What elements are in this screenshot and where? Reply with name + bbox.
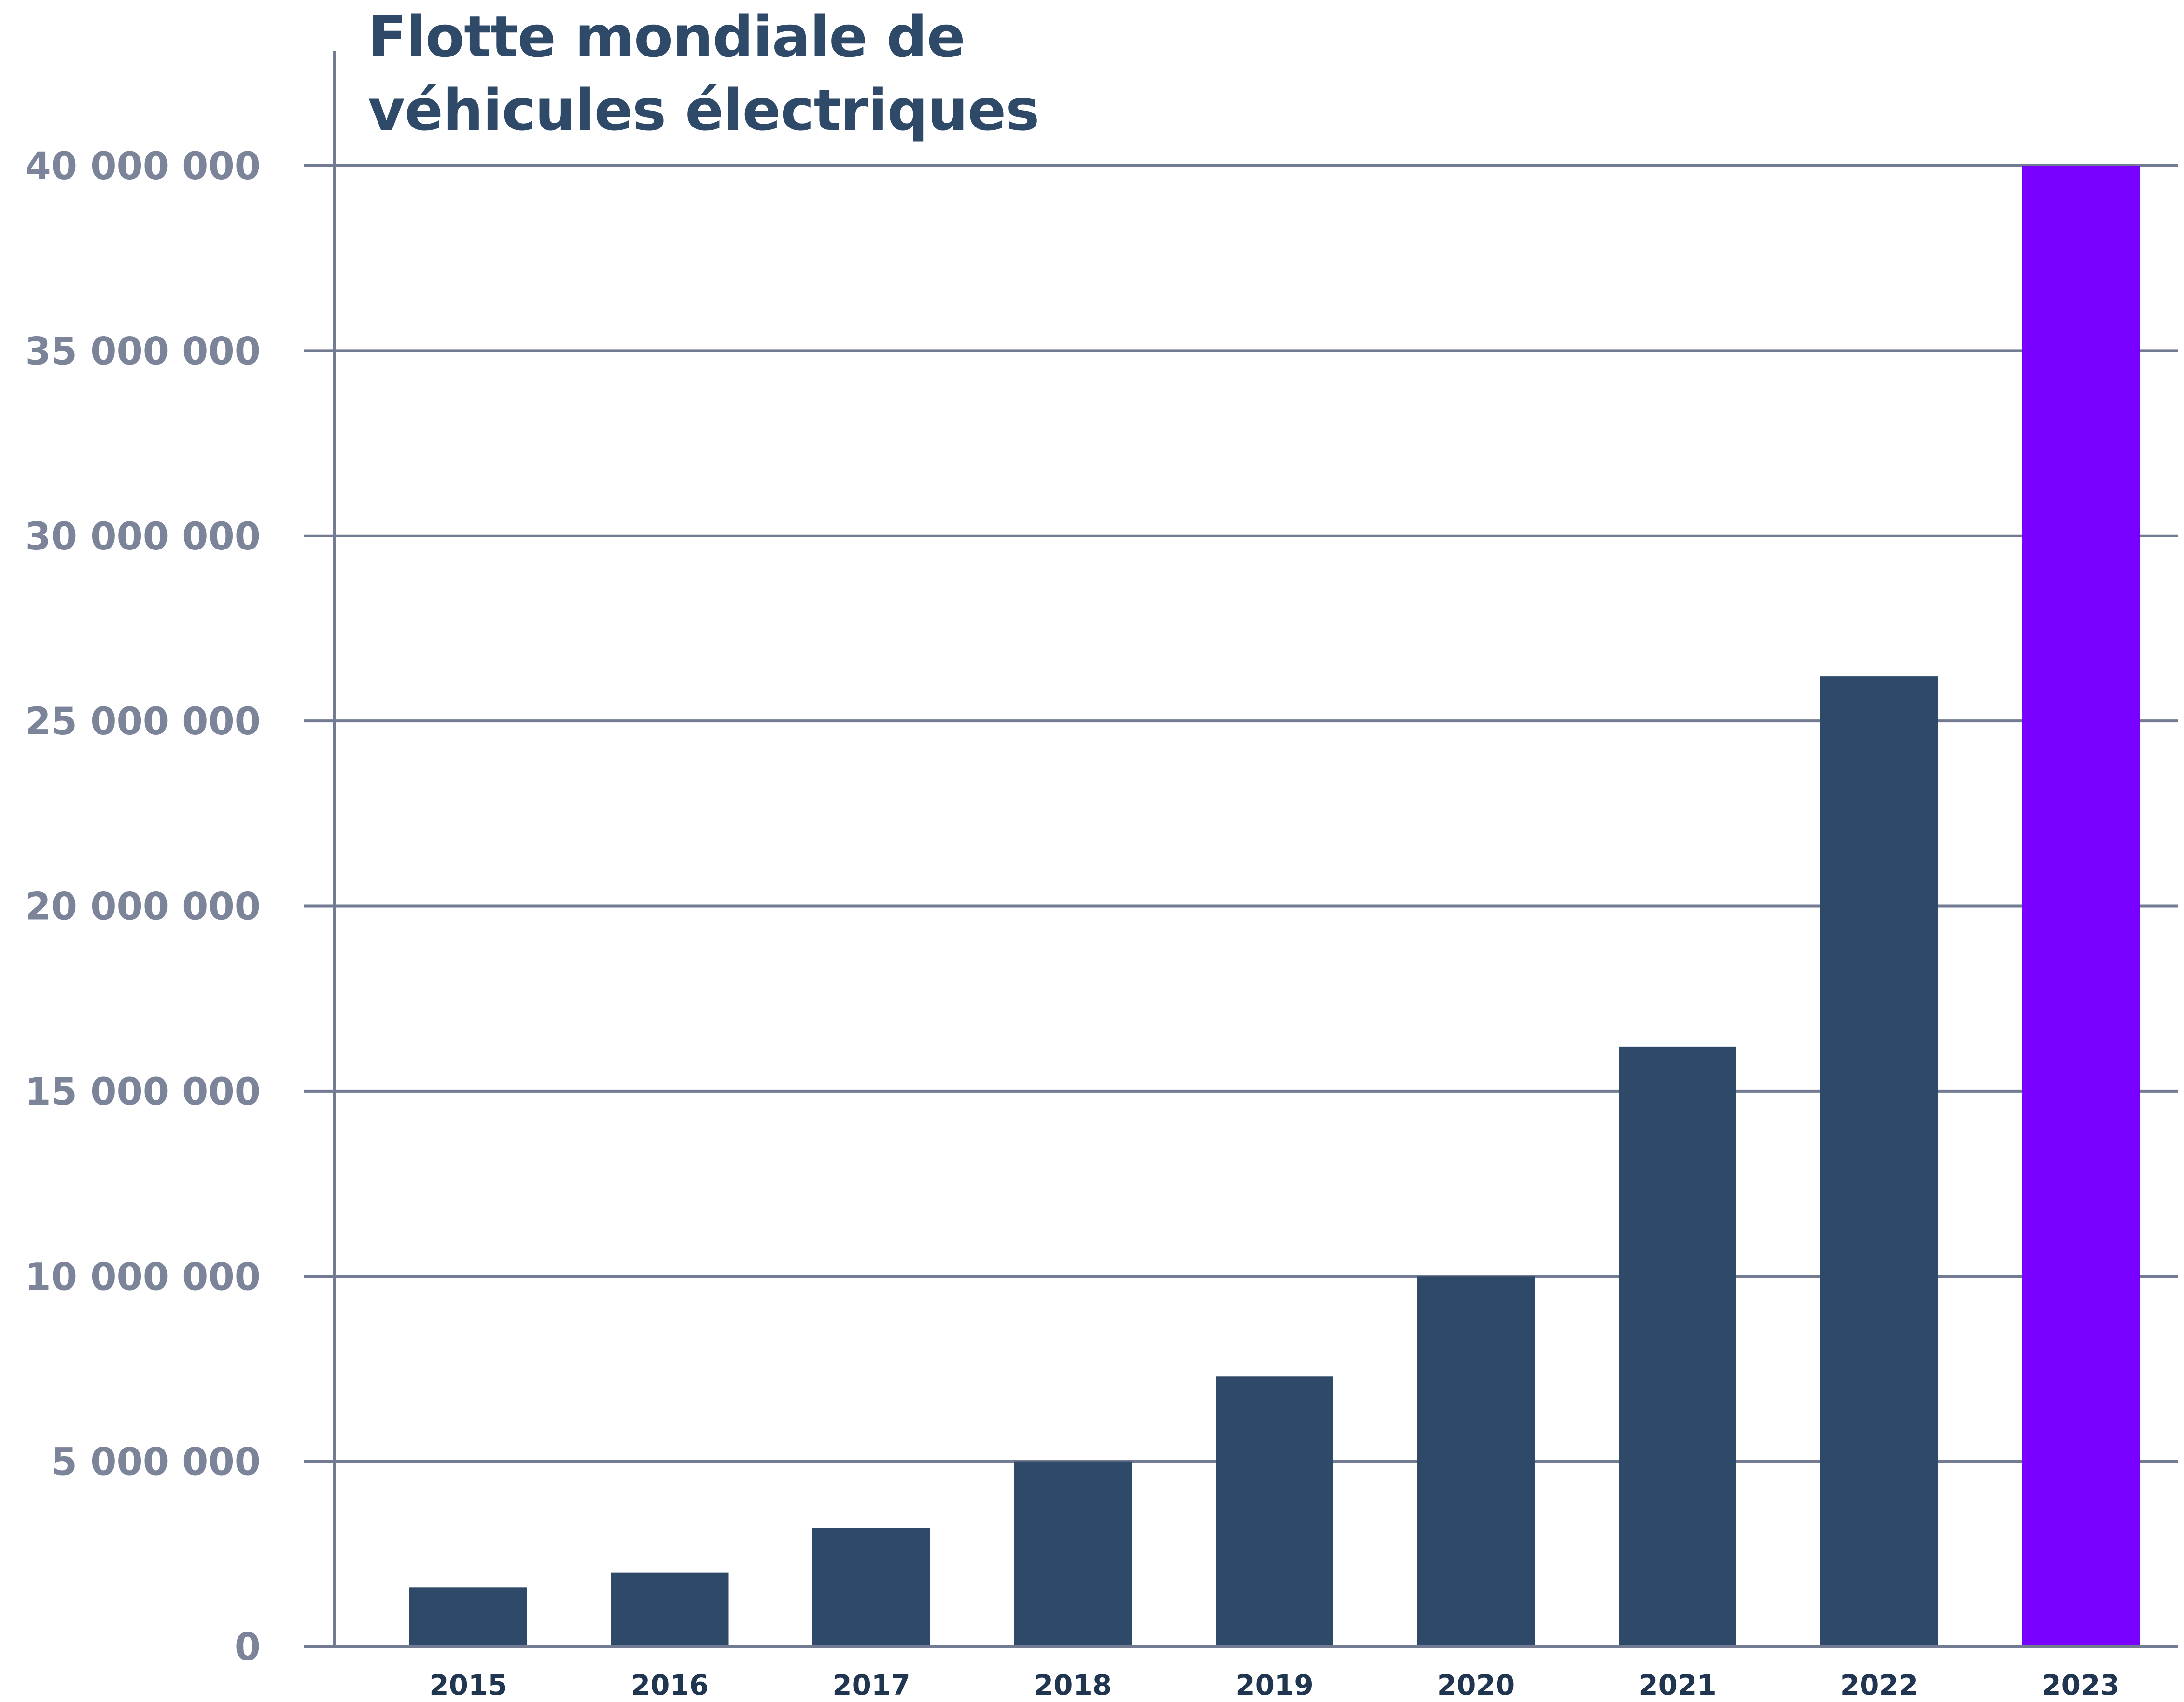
x-tick-label: 2023 <box>2042 1669 2119 1702</box>
y-tick-labels: 0 5 000 000 10 000 000 15 000 000 20 000 000… <box>25 145 261 1669</box>
bar-2019 <box>1216 1376 1333 1646</box>
bar-2020 <box>1417 1276 1535 1646</box>
x-tick-label: 2020 <box>1437 1669 1515 1702</box>
x-tick-label: 2017 <box>832 1669 910 1702</box>
axes <box>304 51 2178 1648</box>
y-tick-label: 25 000 000 <box>25 700 261 744</box>
y-tick-label: 10 000 000 <box>25 1255 261 1299</box>
y-tick-label: 30 000 000 <box>25 515 261 559</box>
y-tick-label: 0 <box>235 1626 261 1669</box>
bar-2015 <box>409 1587 527 1646</box>
y-tick-label: 20 000 000 <box>25 886 261 929</box>
y-tick-label: 40 000 000 <box>25 145 261 188</box>
bar-2023 <box>2022 166 2140 1646</box>
x-tick-label: 2021 <box>1638 1669 1716 1702</box>
bar-2021 <box>1619 1046 1736 1646</box>
bars <box>409 166 2140 1646</box>
y-tick-label: 5 000 000 <box>51 1441 261 1484</box>
chart-title: Flotte mondiale de véhicules électriques <box>368 0 1526 147</box>
y-tick-label: 35 000 000 <box>25 330 261 373</box>
y-tick-label: 15 000 000 <box>25 1070 261 1114</box>
x-tick-label: 2019 <box>1235 1669 1313 1702</box>
bar-2018 <box>1014 1461 1132 1646</box>
x-tick-label: 2015 <box>429 1669 507 1702</box>
chart-title-line-1: Flotte mondiale de <box>368 3 966 70</box>
bar-2017 <box>812 1528 930 1646</box>
x-tick-labels: 2015 2016 2017 2018 2019 2020 2021 2022 2023 <box>429 1669 2119 1702</box>
bar-2016 <box>611 1572 729 1646</box>
x-tick-label: 2022 <box>1840 1669 1918 1702</box>
x-tick-label: 2018 <box>1034 1669 1112 1702</box>
bar-2022 <box>1820 676 1938 1646</box>
chart-title-line-2: véhicules électriques <box>368 77 1039 143</box>
x-tick-label: 2016 <box>631 1669 709 1702</box>
